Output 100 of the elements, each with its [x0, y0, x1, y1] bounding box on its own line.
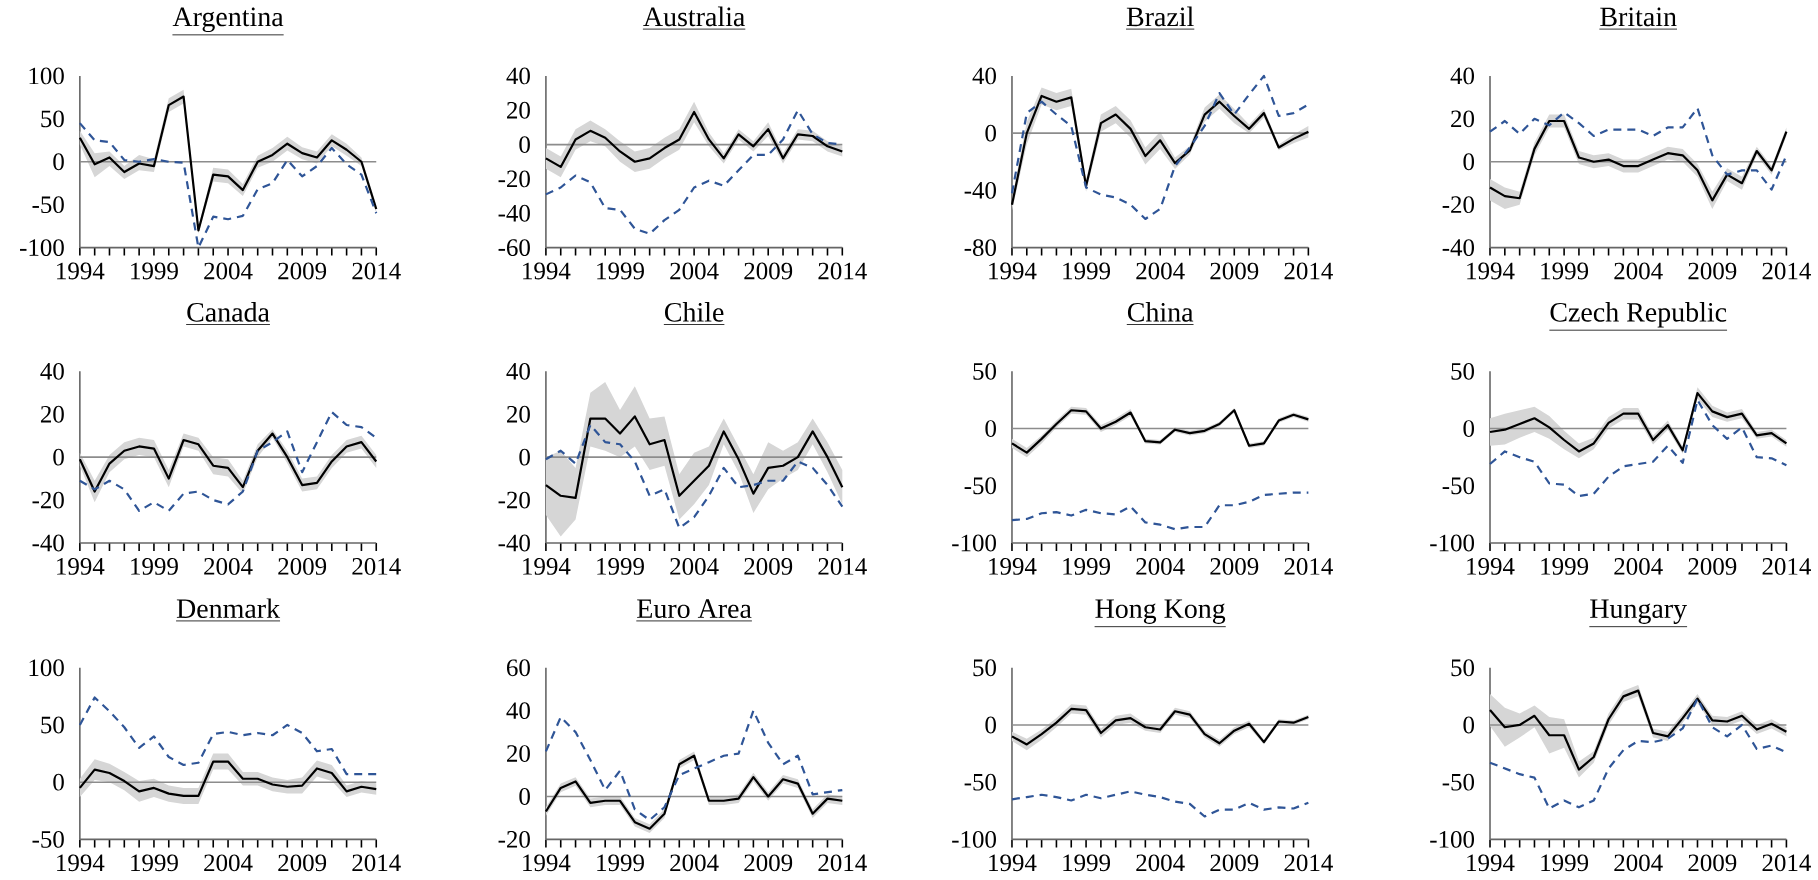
y-tick-label: 20: [40, 405, 64, 423]
y-tick-label: 0: [1463, 716, 1475, 734]
y-tick-label: 100: [29, 659, 64, 677]
x-tick-label: 2014: [1762, 854, 1811, 872]
line-series: [544, 423, 844, 529]
x-tick-label: 2009: [1210, 262, 1259, 280]
x-tick-label: 2004: [204, 557, 253, 575]
line-series: [1010, 74, 1310, 220]
x-tick-label: 1999: [1541, 854, 1589, 872]
y-tick-label: 0: [985, 419, 996, 437]
x-tick-label: 2014: [818, 262, 867, 280]
y-tick-label: 40: [506, 67, 530, 85]
x-tick-label: 1994: [57, 854, 105, 872]
x-tick-label: 2009: [744, 262, 793, 280]
y-tick-label: 50: [973, 362, 996, 380]
y-tick-label: 40: [40, 362, 64, 380]
y-tick-label: -40: [498, 204, 530, 222]
x-tick-label: 1994: [523, 262, 571, 280]
y-tick-label: 20: [507, 744, 530, 762]
y-tick-label: -40: [1442, 239, 1475, 256]
line-series: [544, 415, 844, 499]
y-tick-label: -50: [1442, 477, 1475, 495]
x-tick-label: 1994: [57, 262, 105, 280]
x-tick-label: 2004: [204, 262, 253, 280]
x-tick-label: 2004: [670, 557, 719, 575]
x-tick-label: 1999: [1541, 557, 1589, 575]
y-tick-label: -40: [32, 534, 64, 552]
y-tick-label: 0: [519, 136, 530, 153]
x-tick-label: 1994: [989, 557, 1037, 575]
x-tick-label: 2009: [278, 557, 327, 575]
x-tick-label: 2009: [744, 557, 793, 575]
x-tick-label: 1994: [523, 557, 571, 575]
x-tick-label: 1999: [1063, 854, 1110, 872]
y-tick-label: -50: [1442, 773, 1475, 791]
y-tick-label: 50: [41, 110, 64, 128]
x-tick-label: 1999: [1541, 262, 1589, 280]
y-tick-label: -20: [32, 491, 64, 509]
y-tick-label: -100: [952, 534, 996, 552]
y-tick-label: 0: [1463, 419, 1475, 437]
y-tick-label: -40: [498, 534, 530, 552]
x-tick-label: 1994: [989, 854, 1037, 872]
y-tick-label: -100: [20, 239, 64, 256]
y-tick-label: 50: [973, 659, 996, 677]
y-tick-label: -100: [952, 830, 996, 848]
chart-title: Canada: [187, 301, 270, 322]
x-tick-label: 2004: [1136, 557, 1185, 575]
chart-title: Euro Area: [637, 599, 752, 618]
y-tick-label: 20: [507, 405, 530, 423]
x-tick-label: 2004: [1614, 262, 1663, 280]
x-tick-label: 2004: [1136, 262, 1185, 280]
x-tick-label: 1999: [1063, 557, 1110, 575]
x-tick-label: 2004: [670, 262, 719, 280]
x-tick-label: 2014: [1762, 557, 1811, 575]
x-tick-label: 1999: [1063, 262, 1110, 280]
x-tick-label: 1999: [131, 262, 178, 280]
y-tick-label: -50: [964, 773, 996, 791]
x-tick-label: 2014: [1284, 557, 1333, 575]
x-tick-label: 1994: [1467, 854, 1515, 872]
y-tick-label: -20: [498, 830, 530, 848]
chart-title: China: [1127, 301, 1194, 322]
x-tick-label: 1994: [989, 262, 1037, 280]
chart-title: Britain: [1600, 7, 1677, 27]
chart-title: Czech Republic: [1550, 301, 1727, 328]
chart-title: Brazil: [1126, 6, 1194, 27]
x-tick-label: 2014: [1762, 262, 1811, 280]
x-tick-label: 1999: [131, 854, 178, 872]
y-tick-label: -40: [964, 181, 996, 199]
x-tick-label: 1994: [1467, 262, 1515, 280]
line-series: [544, 110, 844, 168]
x-tick-label: 2009: [744, 854, 793, 872]
line-series: [1488, 398, 1788, 498]
y-tick-label: 60: [506, 659, 530, 677]
x-tick-label: 1999: [597, 557, 644, 575]
x-tick-label: 2004: [1614, 557, 1663, 575]
x-tick-label: 2004: [204, 854, 253, 872]
x-tick-label: 2014: [1284, 854, 1333, 872]
x-tick-label: 2014: [818, 557, 867, 575]
y-tick-label: 100: [29, 67, 64, 85]
x-tick-label: 2014: [1284, 262, 1333, 280]
line-series: [78, 410, 378, 512]
y-tick-label: -100: [1430, 534, 1475, 552]
y-tick-label: -50: [964, 477, 996, 495]
x-tick-label: 1999: [597, 262, 644, 280]
y-tick-label: 0: [53, 153, 64, 171]
x-tick-label: 1994: [57, 557, 105, 575]
x-tick-label: 2004: [1614, 854, 1663, 872]
y-tick-label: 0: [519, 787, 530, 805]
y-tick-label: 20: [1451, 110, 1475, 128]
y-tick-label: -20: [498, 491, 530, 509]
x-tick-label: 2009: [1688, 262, 1737, 280]
y-tick-label: 0: [985, 124, 996, 142]
line-series: [1010, 491, 1310, 531]
y-tick-label: -80: [964, 239, 996, 256]
x-tick-label: 1999: [131, 557, 178, 575]
y-tick-label: 40: [972, 67, 996, 85]
y-tick-label: 40: [1450, 67, 1475, 85]
chart-title: Denmark: [176, 598, 281, 618]
chart-title: Chile: [665, 301, 724, 322]
x-tick-label: 2014: [352, 557, 401, 575]
chart-title: Hungary: [1590, 599, 1687, 624]
